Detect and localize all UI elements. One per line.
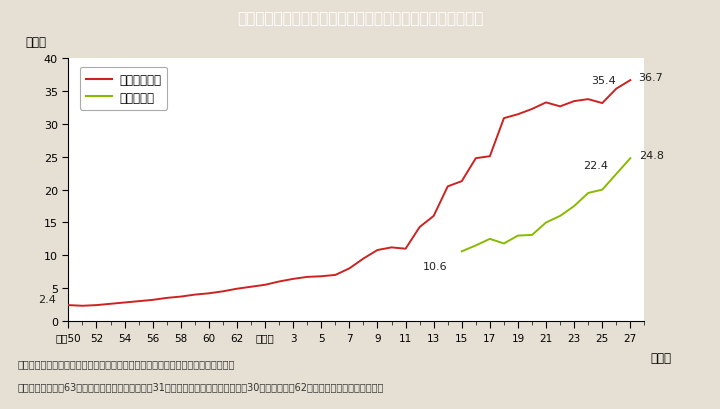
Text: 22.4: 22.4 [583, 161, 608, 171]
Legend: 審議会等委員, 専門委員等: 審議会等委員, 専門委員等 [80, 68, 167, 110]
Text: 36.7: 36.7 [639, 73, 663, 83]
Text: （年）: （年） [650, 351, 671, 364]
Text: 10.6: 10.6 [423, 262, 448, 272]
Text: （備考）１．内閣府「国の審議会等における女性委員の参画状況調べ」より作成。: （備考）１．内閣府「国の審議会等における女性委員の参画状況調べ」より作成。 [18, 358, 235, 368]
Text: 24.8: 24.8 [639, 151, 664, 161]
Text: 35.4: 35.4 [591, 76, 616, 86]
Text: ２．昭和63年から平成６年は，各年３月31日現在。７年以降は，各年９月30日現在。昭和62年以前は，年により異なる。: ２．昭和63年から平成６年は，各年３月31日現在。７年以降は，各年９月30日現在… [18, 381, 384, 391]
Text: （％）: （％） [25, 36, 46, 49]
Text: Ｉ－１－５図　国の審議会等における女性委員の割合の推移: Ｉ－１－５図 国の審議会等における女性委員の割合の推移 [237, 11, 483, 26]
Text: 2.4: 2.4 [38, 294, 55, 305]
